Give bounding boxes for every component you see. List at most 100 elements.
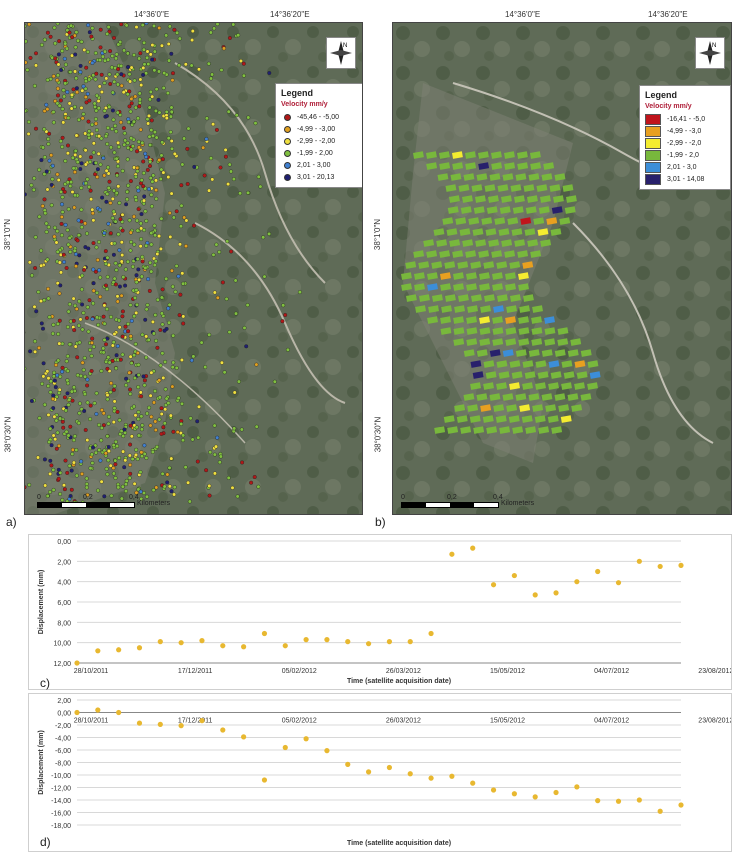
legend-subtitle: Velocity mm/y xyxy=(645,103,692,110)
legend-item: 3,01 - 14,08 xyxy=(645,173,725,185)
data-point xyxy=(407,639,413,645)
legend-swatch xyxy=(284,113,291,121)
data-point xyxy=(470,780,476,786)
x-tick-label: 26/03/2012 xyxy=(386,718,421,725)
data-point xyxy=(470,545,476,551)
scale-tick-1: 0,2 xyxy=(83,494,93,501)
legend-label: -4,99 - -3,00 xyxy=(297,125,336,133)
data-point xyxy=(428,775,434,781)
lon-label-1: 14°36'0"E xyxy=(505,10,541,19)
scale-tick-2: 0,4 xyxy=(129,494,139,501)
legend-label: -1,99 - 2,0 xyxy=(667,151,699,159)
data-point xyxy=(303,736,309,742)
legend-swatch xyxy=(284,125,291,133)
x-tick-label: 17/12/2011 xyxy=(178,668,213,675)
legend-title: Legend xyxy=(281,88,314,98)
x-tick-label: 23/08/2012 xyxy=(698,718,731,725)
data-point xyxy=(324,748,330,754)
y-tick-label: 4,00 xyxy=(57,580,71,587)
chart-c: 0,00 2,00 4,00 6,00 8,00 10,00 12,00 28/10/2011… xyxy=(28,534,733,690)
legend-item: -2,99 - -2,0 xyxy=(645,137,725,149)
legend-item: -1,99 - 2,0 xyxy=(645,149,725,161)
y-tick-label: -12,00 xyxy=(51,786,71,793)
legend-label: 2,01 - 3,00 xyxy=(297,161,331,169)
scale-tick-2: 0,4 xyxy=(493,494,503,501)
legend-swatch xyxy=(645,149,661,161)
data-point xyxy=(116,709,122,716)
data-point xyxy=(282,744,288,751)
legend-label: -16,41 - -5,0 xyxy=(667,115,706,123)
data-point xyxy=(553,789,559,796)
y-tick-label: 8,00 xyxy=(57,620,71,627)
legend-swatch xyxy=(645,113,661,125)
svg-text:N: N xyxy=(343,43,347,49)
chart-d: 2,00 0,00 -2,00 -4,00 -6,00 -8,00 -10,00 -12,00… xyxy=(28,693,733,852)
legend-swatch xyxy=(645,173,661,185)
y-axis-title: Displacement (mm) xyxy=(38,730,45,795)
data-point xyxy=(511,791,517,797)
data-point xyxy=(199,718,205,724)
data-point xyxy=(595,568,601,575)
data-point xyxy=(574,579,580,585)
scale-bar-left: 0 0,2 0,4 Kilometers xyxy=(37,494,197,510)
y-tick-label: 10,00 xyxy=(53,641,71,648)
data-point xyxy=(386,639,393,645)
legend-right: Legend Velocity mm/y -16,41 - -5,0 -4,99 … xyxy=(639,85,731,190)
data-point xyxy=(449,773,455,779)
legend-item: -4,99 - -3,00 xyxy=(281,123,359,135)
satellite-imagery-left xyxy=(25,23,362,514)
x-axis-title: Time (satellite acquisition date) xyxy=(347,678,451,685)
y-tick-label: 2,00 xyxy=(57,559,71,566)
data-point xyxy=(511,572,517,579)
y-tick-label: 6,00 xyxy=(57,600,71,607)
data-point xyxy=(261,777,268,783)
scale-unit: Kilometers xyxy=(501,500,535,507)
y-tick-label: 0,00 xyxy=(57,539,71,546)
legend-swatch xyxy=(645,161,661,173)
x-tick-label: 23/08/2012 xyxy=(698,668,731,675)
data-point xyxy=(241,644,247,650)
y-tick-label: 12,00 xyxy=(53,661,71,668)
data-point xyxy=(574,784,580,790)
x-tick-label: 05/02/2012 xyxy=(282,718,317,725)
y-tick-label: -10,00 xyxy=(51,773,71,780)
data-point xyxy=(678,562,684,568)
data-point xyxy=(636,797,642,803)
legend-title: Legend xyxy=(645,90,678,100)
y-tick-label: -4,00 xyxy=(55,736,71,743)
legend-swatch xyxy=(645,137,661,149)
x-tick-label: 15/05/2012 xyxy=(490,718,525,725)
legend-label: 3,01 - 20,13 xyxy=(297,173,335,181)
svg-text:N: N xyxy=(712,43,716,49)
data-point xyxy=(95,648,101,654)
x-tick-label: 28/10/2011 xyxy=(74,718,109,725)
north-arrow-icon: N xyxy=(695,37,725,69)
data-point xyxy=(178,640,184,646)
panel-label-c: c) xyxy=(40,676,50,690)
lon-label-1: 14°36'0"E xyxy=(134,10,170,19)
data-point xyxy=(345,761,351,767)
y-tick-label: -18,00 xyxy=(51,823,71,830)
data-point xyxy=(95,707,101,713)
data-point xyxy=(386,764,393,771)
north-arrow-icon: N xyxy=(326,37,356,69)
y-tick-label: -16,00 xyxy=(51,811,71,818)
data-point xyxy=(74,709,80,716)
satellite-imagery-right xyxy=(393,23,731,514)
legend-swatch xyxy=(284,149,291,157)
data-point xyxy=(365,769,372,775)
data-point xyxy=(553,590,559,596)
data-point xyxy=(615,580,622,586)
x-tick-label: 04/07/2012 xyxy=(594,718,629,725)
data-point xyxy=(199,638,205,644)
legend-left: Legend Velocity mm/y -45,46 - -5,00 -4,99… xyxy=(275,83,362,188)
data-point xyxy=(282,643,288,649)
y-tick-label: 0,00 xyxy=(57,711,71,718)
data-point xyxy=(345,639,351,645)
data-point xyxy=(136,720,143,726)
data-point xyxy=(615,798,622,804)
scale-tick-1: 0,2 xyxy=(447,494,457,501)
legend-item: 2,01 - 3,0 xyxy=(645,161,725,173)
scale-unit: Kilometers xyxy=(137,500,171,507)
data-point xyxy=(241,734,247,740)
